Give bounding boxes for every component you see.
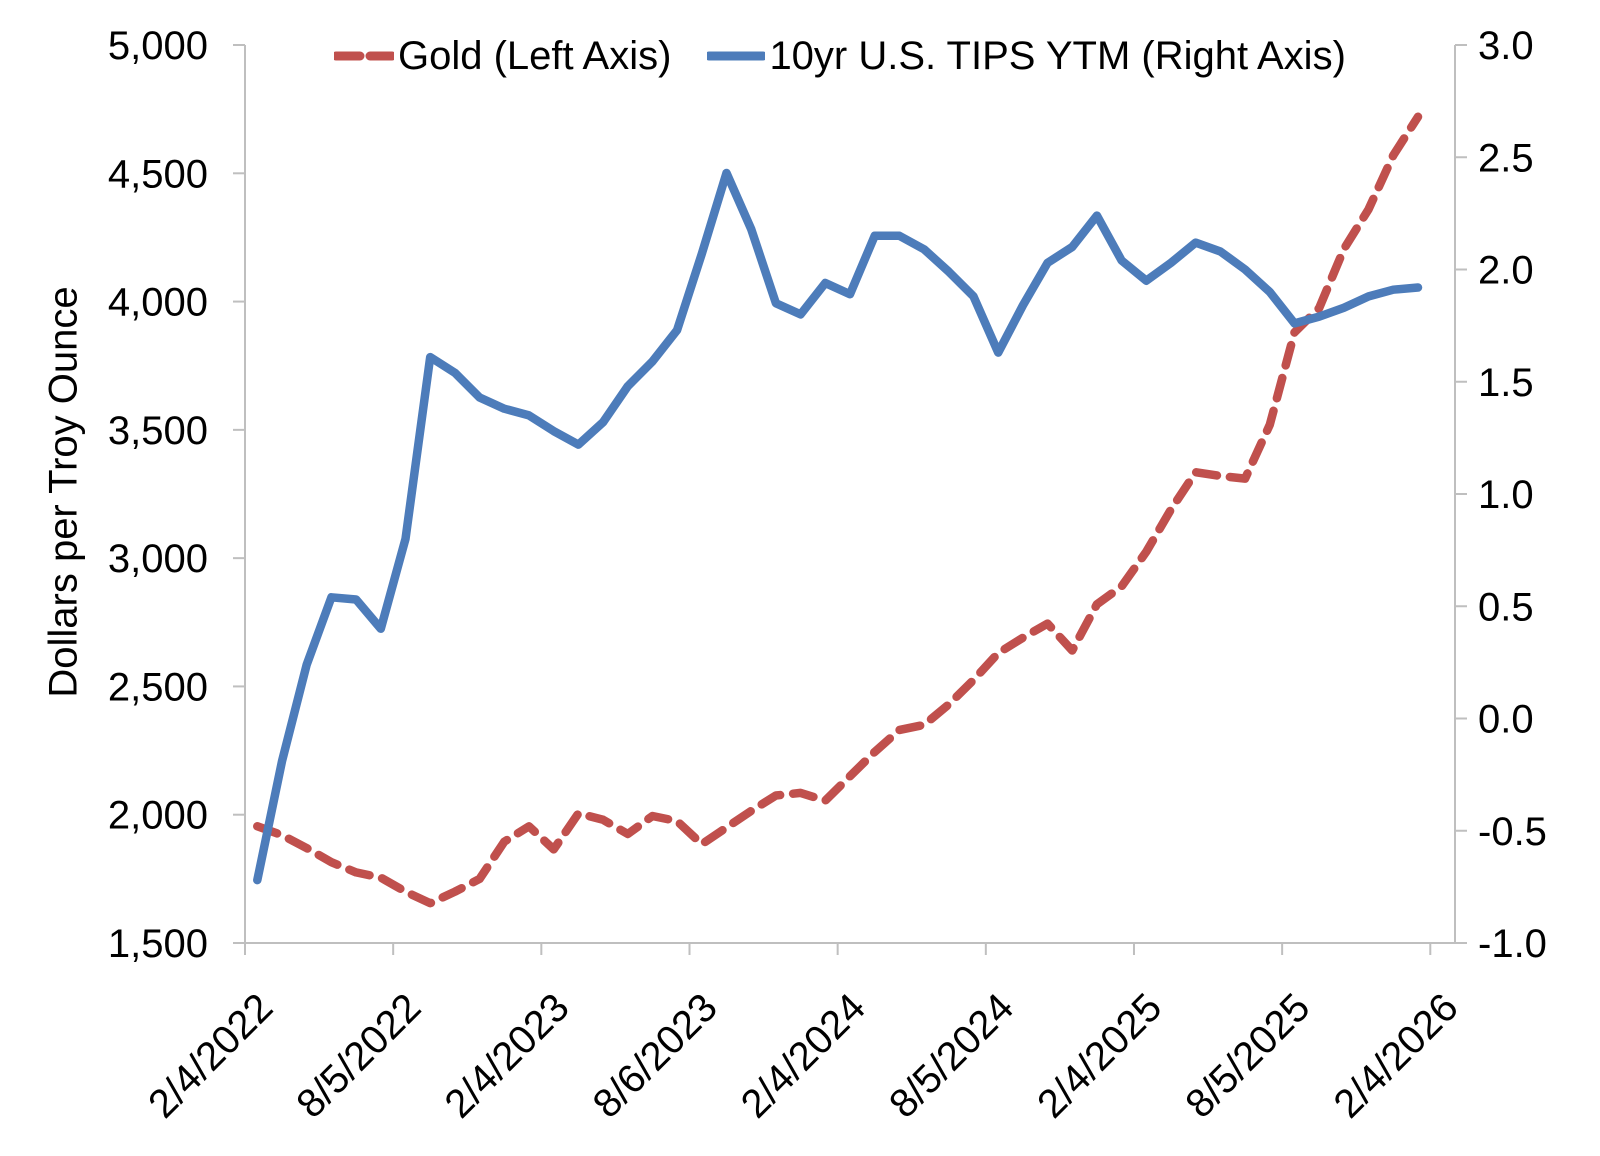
y-right-tick-label: 1.0 bbox=[1478, 473, 1534, 517]
chart-legend: Gold (Left Axis) 10yr U.S. TIPS YTM (Rig… bbox=[334, 36, 1346, 76]
y-right-tick-label: 0.0 bbox=[1478, 698, 1534, 742]
tips-line bbox=[253, 168, 1423, 885]
x-axis-tick-label: 2/4/2026 bbox=[1325, 985, 1466, 1126]
x-axis-tick-label: 8/5/2024 bbox=[881, 985, 1022, 1126]
x-axis-tick-label: 2/4/2025 bbox=[1029, 985, 1170, 1126]
y-right-tick-label: -1.0 bbox=[1478, 922, 1547, 966]
legend-item-tips: 10yr U.S. TIPS YTM (Right Axis) bbox=[707, 34, 1346, 78]
y-right-tick-label: 3.0 bbox=[1478, 24, 1534, 68]
gold-dashed-line-swatch bbox=[334, 51, 394, 61]
y-right-tick-label: 2.0 bbox=[1478, 249, 1534, 293]
y-left-tick-label: 2,500 bbox=[108, 665, 208, 709]
x-axis-tick-label: 2/4/2024 bbox=[733, 985, 874, 1126]
y-right-tick-label: -0.5 bbox=[1478, 810, 1547, 854]
x-axis-tick-label: 2/4/2023 bbox=[436, 985, 577, 1126]
legend-label-gold: Gold (Left Axis) bbox=[398, 34, 672, 78]
x-axis-tick-label: 8/6/2023 bbox=[585, 985, 726, 1126]
y-left-tick-label: 1,500 bbox=[108, 922, 208, 966]
y-right-tick-label: 2.5 bbox=[1478, 136, 1534, 180]
y-right-tick-label: 0.5 bbox=[1478, 585, 1534, 629]
x-axis-tick-label: 8/5/2022 bbox=[288, 985, 429, 1126]
legend-label-tips: 10yr U.S. TIPS YTM (Right Axis) bbox=[769, 34, 1346, 78]
y-left-tick-label: 3,500 bbox=[108, 409, 208, 453]
x-axis-tick-label: 2/4/2022 bbox=[140, 985, 281, 1126]
gold-line bbox=[253, 112, 1423, 908]
x-axis-tick-label: 8/5/2025 bbox=[1177, 985, 1318, 1126]
y-left-tick-label: 4,500 bbox=[108, 152, 208, 196]
legend-item-gold: Gold (Left Axis) bbox=[334, 36, 671, 76]
tips-solid-line-swatch bbox=[707, 51, 766, 61]
y-left-tick-label: 2,000 bbox=[108, 794, 208, 838]
y-left-tick-label: 4,000 bbox=[108, 281, 208, 325]
y-left-tick-label: 3,000 bbox=[108, 537, 208, 581]
y-right-tick-label: 1.5 bbox=[1478, 361, 1534, 405]
y-left-tick-label: 5,000 bbox=[108, 24, 208, 68]
